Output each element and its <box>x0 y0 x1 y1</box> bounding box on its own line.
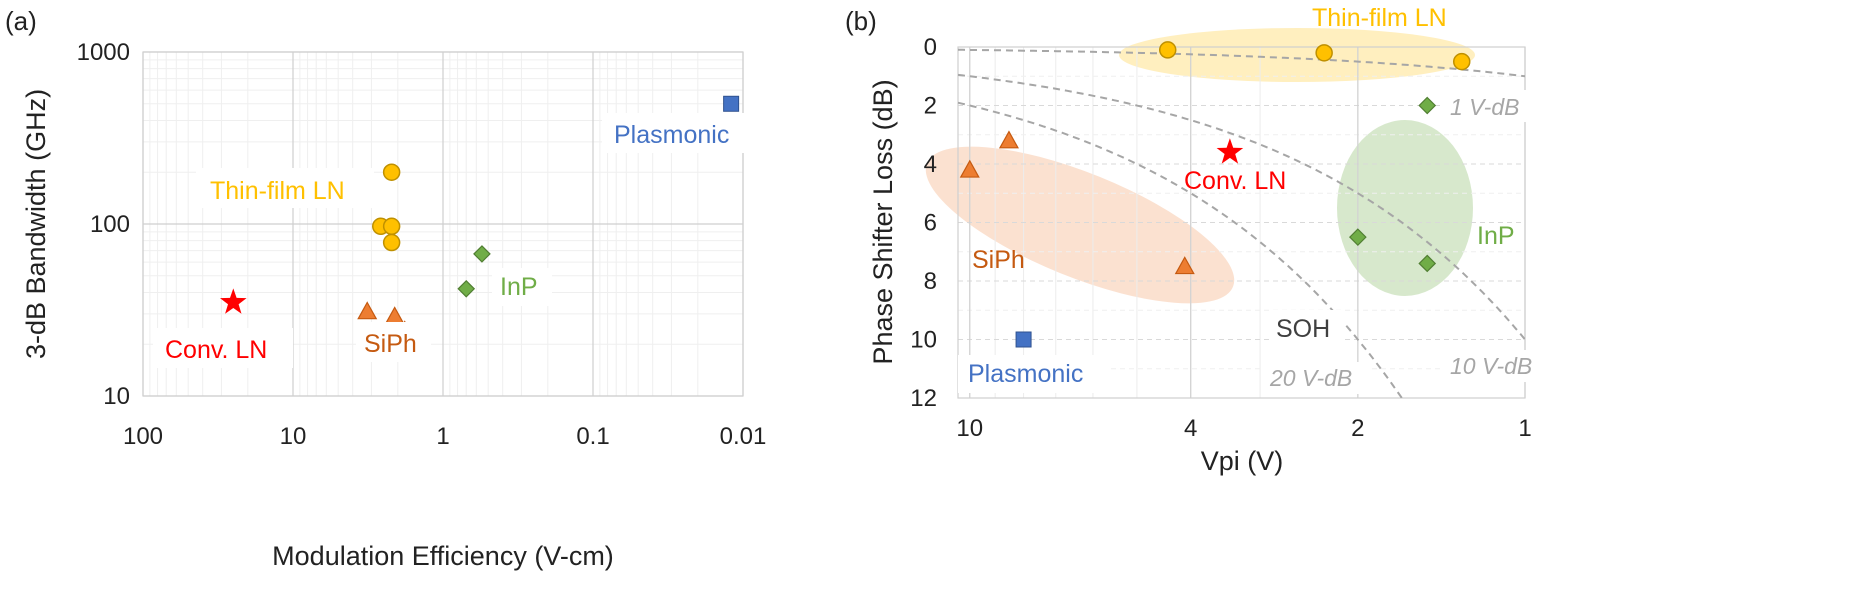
panel-a-label-inp: InP <box>500 273 538 301</box>
panel-a-point-siph <box>357 301 378 320</box>
panel-b-plot-frame <box>957 46 1526 399</box>
panel-b-label-siph: SiPh <box>972 246 1025 274</box>
panel-b-y-axis-title: Phase Shifter Loss (dB) <box>868 79 898 364</box>
panel-a-plot-frame <box>142 51 744 397</box>
panel-b-x-tick-label: 1 <box>1518 415 1531 442</box>
panel-b-y-ticks: 0 2 4 6 8 10 12 <box>910 34 937 412</box>
panel-b-point-siph <box>959 159 980 178</box>
panel-a-y-ticks: 10 100 1000 <box>77 39 130 410</box>
panel-b-point-siph <box>1174 256 1195 275</box>
panel-a-label-conv-ln: Conv. LN <box>165 336 267 364</box>
panel-b-point-siph <box>998 130 1019 149</box>
panel-b-label: (b) <box>845 6 877 36</box>
panel-b-reference-curves <box>957 48 1525 398</box>
panel-a-y-tick-label: 10 <box>103 383 130 410</box>
panel-b-x-axis-title: Vpi (V) <box>1201 446 1284 476</box>
panel-a-x-tick-label: 0.1 <box>576 423 609 450</box>
panel-b-x-tick-label: 4 <box>1184 415 1197 442</box>
panel-a-point-conv-ln <box>220 288 247 314</box>
panel-a-annotations: Thin-film LN Plasmonic InP Conv. LN SiPh <box>153 113 752 368</box>
panel-b-annotations: Thin-film LN SiPh Conv. LN InP SOH Plasm… <box>958 4 1515 393</box>
panel-b-y-tick-label: 8 <box>924 268 937 295</box>
panel-b-ref-curve-20-v-db <box>957 101 1404 398</box>
panel-a: (a) 100 10 1 0.1 0.01 10 100 1000 Modulation E… <box>5 6 766 571</box>
panel-a-x-axis-title: Modulation Efficiency (V-cm) <box>272 541 614 571</box>
panel-b-reference-labels: 1 V-dB 10 V-dB 20 V-dB <box>1262 90 1550 394</box>
panel-b-point-inp <box>1418 96 1437 115</box>
panel-a-point-thin-film-ln <box>382 233 401 252</box>
panel-b-label-plasmonic: Plasmonic <box>968 360 1083 388</box>
panel-a-x-ticks: 100 10 1 0.1 0.01 <box>123 423 766 450</box>
panel-a-point-plasmonic <box>723 95 740 112</box>
panel-b-point-thin-film-ln <box>1315 44 1333 62</box>
panel-a-label-siph: SiPh <box>364 330 417 358</box>
panel-b-y-tick-label: 4 <box>924 151 937 178</box>
panel-b-y-tick-label: 6 <box>924 210 937 237</box>
panel-b-x-ticks: 10 4 2 1 <box>956 415 1531 442</box>
panel-b-ref-label-1-vdb: 1 V-dB <box>1450 94 1519 120</box>
panel-b-label-thin-film-ln: Thin-film LN <box>1312 4 1447 32</box>
panel-a-point-inp <box>457 279 476 298</box>
panel-a-point-siph <box>384 306 405 325</box>
panel-a-point-inp <box>473 245 491 263</box>
panel-b-ref-curve-10-v-db <box>957 73 1525 341</box>
panel-b-point-inp <box>1418 254 1437 273</box>
panel-b-label-conv-ln: Conv. LN <box>1184 167 1286 195</box>
panel-b-y-tick-label: 0 <box>924 34 937 61</box>
panel-a-label-thin-film-ln: Thin-film LN <box>210 177 345 205</box>
panel-b-point-plasmonic <box>1015 331 1032 348</box>
panel-b-point-thin-film-ln <box>1158 41 1177 59</box>
panel-b-ref-label-10-vdb: 10 V-dB <box>1450 353 1532 379</box>
panel-a-y-tick-label: 1000 <box>77 39 130 66</box>
panel-b-ref-label-20-vdb: 20 V-dB <box>1269 365 1352 391</box>
panel-b-point-conv-ln <box>1216 138 1244 164</box>
panel-a-label: (a) <box>5 6 37 36</box>
panel-a-point-thin-film-ln <box>382 163 401 181</box>
panel-a-points <box>220 95 740 339</box>
panel-b-point-inp <box>1349 228 1367 246</box>
panel-b: (b) 10 4 2 1 0 2 4 6 8 10 12 Vpi (V) Phase Shifte… <box>845 4 1550 476</box>
panel-b-y-tick-label: 10 <box>910 327 937 354</box>
panel-b-y-tick-label: 2 <box>924 93 937 120</box>
panel-a-grid <box>142 51 744 397</box>
panel-a-x-tick-label: 100 <box>123 423 163 450</box>
panel-a-label-plasmonic: Plasmonic <box>614 121 729 149</box>
panel-b-y-tick-label: 12 <box>910 385 937 412</box>
panel-b-ref-curve-1-v-db <box>958 48 1525 78</box>
panel-b-label-soh: SOH <box>1276 315 1330 343</box>
panel-a-x-tick-label: 10 <box>280 423 307 450</box>
panel-b-x-tick-label: 10 <box>956 415 983 442</box>
panel-a-y-axis-title: 3-dB Bandwidth (GHz) <box>21 89 51 359</box>
panel-b-x-tick-label: 2 <box>1351 415 1364 442</box>
panel-b-label-inp: InP <box>1477 222 1515 250</box>
panel-a-x-tick-label: 1 <box>436 423 449 450</box>
panel-a-x-tick-label: 0.01 <box>720 423 767 450</box>
panel-b-region-siph <box>925 146 1235 304</box>
panel-b-grid <box>958 46 1526 399</box>
panel-a-y-tick-label: 100 <box>90 211 130 238</box>
panel-b-region-thin-film-ln <box>1119 28 1475 82</box>
panel-b-point-thin-film-ln <box>1452 52 1471 71</box>
panel-a-point-thin-film-ln <box>382 217 401 236</box>
